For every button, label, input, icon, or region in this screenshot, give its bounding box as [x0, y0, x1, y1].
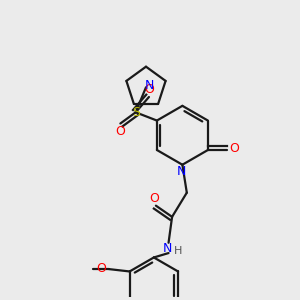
Text: S: S: [132, 106, 140, 119]
Text: O: O: [149, 192, 159, 205]
Text: H: H: [174, 246, 182, 256]
Text: N: N: [177, 165, 187, 178]
Text: N: N: [145, 79, 154, 92]
Text: O: O: [230, 142, 239, 155]
Text: O: O: [115, 125, 125, 138]
Text: O: O: [97, 262, 106, 275]
Text: O: O: [145, 82, 154, 95]
Text: N: N: [162, 242, 172, 254]
